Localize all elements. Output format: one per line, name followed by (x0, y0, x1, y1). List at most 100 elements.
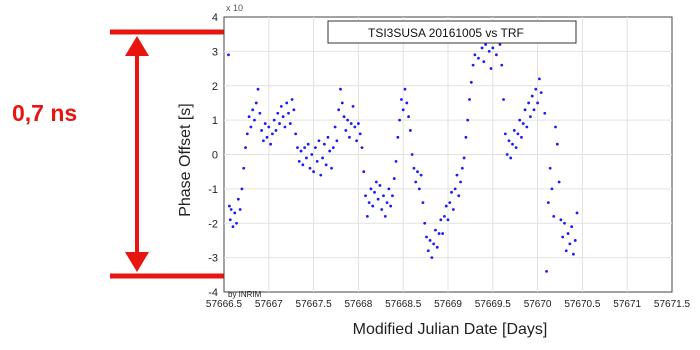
data-point (233, 211, 237, 215)
data-point (306, 142, 310, 146)
data-point (573, 239, 577, 242)
data-point (396, 135, 400, 139)
data-point (272, 118, 276, 122)
data-point (563, 221, 566, 225)
data-point (480, 46, 484, 50)
x-tick-label: 57669 (434, 299, 462, 310)
data-point (405, 101, 409, 105)
data-point (227, 53, 230, 57)
legend-entry: TSI3SUSA 20161005 vs TRF (368, 26, 524, 40)
data-point (344, 129, 348, 132)
data-point (301, 163, 305, 167)
data-point (435, 245, 439, 249)
data-point (482, 60, 486, 64)
data-point (358, 132, 362, 136)
data-point (326, 135, 330, 139)
data-point (281, 115, 285, 119)
data-point (527, 101, 531, 105)
data-point (362, 170, 366, 174)
data-point (566, 232, 570, 235)
data-point (287, 111, 290, 115)
data-point (550, 187, 554, 191)
data-point (417, 187, 421, 191)
data-point (477, 56, 480, 60)
data-point (432, 242, 436, 246)
data-point (278, 122, 281, 125)
data-point (564, 249, 568, 253)
credit-label: by INRIM (228, 290, 262, 299)
data-point (489, 67, 493, 70)
data-point (575, 211, 579, 215)
data-point (312, 170, 315, 174)
data-point (446, 218, 450, 222)
data-point (502, 98, 505, 101)
data-point (351, 104, 355, 108)
data-point (423, 221, 427, 225)
data-point (276, 111, 280, 115)
annotation-arrow-down-icon (125, 252, 149, 272)
data-point (546, 201, 550, 205)
data-point (274, 129, 278, 132)
data-point (297, 159, 301, 163)
data-point (525, 125, 529, 129)
data-point (373, 190, 376, 194)
data-point (229, 208, 233, 211)
data-point (371, 204, 375, 208)
y-tick-label: -1 (208, 184, 218, 196)
data-point (333, 125, 337, 129)
y-tick-label: 2 (212, 81, 218, 93)
data-point (270, 132, 274, 136)
data-point (321, 156, 324, 160)
data-point (414, 180, 418, 184)
data-point (408, 129, 412, 132)
x-tick-label: 57671.5 (654, 299, 691, 310)
data-point (319, 173, 323, 177)
data-point (426, 249, 430, 253)
data-point (559, 218, 563, 222)
annotation-label: 0,7 ns (12, 100, 77, 126)
x-axis-label: Modified Julian Date [Days] (353, 321, 548, 338)
data-point (543, 111, 547, 115)
data-point (330, 166, 333, 170)
x-tick-label: 57670.5 (564, 299, 601, 310)
data-point (520, 135, 523, 139)
data-point (374, 180, 378, 184)
y-tick-labels: -4 -3 -2 -1 0 1 2 3 4 (208, 12, 218, 299)
data-point (403, 87, 407, 91)
data-point (254, 101, 258, 105)
data-point (430, 256, 434, 260)
data-point (437, 232, 441, 235)
data-point (518, 118, 522, 122)
y-exponent-label: x 10 (226, 3, 243, 13)
data-point (380, 208, 384, 211)
data-point (469, 80, 473, 84)
data-point (228, 218, 232, 222)
data-point (516, 132, 520, 136)
data-point (376, 197, 380, 201)
data-point (335, 139, 339, 143)
data-point (572, 252, 575, 256)
data-point (313, 146, 317, 150)
data-point (448, 201, 452, 205)
data-point (410, 153, 414, 156)
data-point (441, 232, 445, 235)
legend-box (327, 20, 577, 44)
data-point (453, 187, 457, 191)
data-point (253, 118, 256, 122)
data-point (511, 142, 514, 146)
data-point (267, 125, 271, 129)
data-point (391, 194, 394, 198)
data-point (260, 129, 264, 132)
data-points (227, 25, 579, 273)
data-point (536, 101, 539, 105)
data-point (310, 153, 314, 156)
data-point (457, 194, 461, 198)
data-point (552, 214, 556, 218)
data-point (521, 122, 525, 125)
data-point (487, 49, 491, 53)
data-point (392, 177, 396, 180)
data-point (382, 194, 385, 198)
data-point (342, 115, 346, 119)
data-point (346, 118, 350, 122)
